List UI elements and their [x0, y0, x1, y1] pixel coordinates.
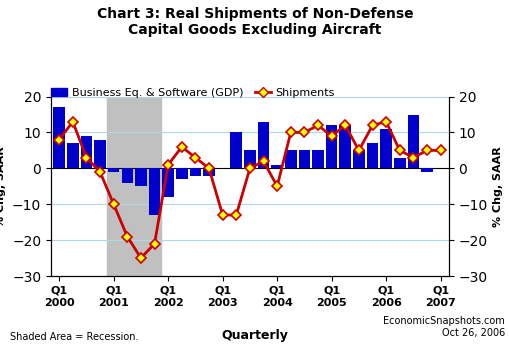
Bar: [135, 168, 147, 186]
Bar: [94, 140, 106, 168]
Bar: [189, 168, 201, 176]
Bar: [420, 168, 432, 172]
Bar: [162, 168, 174, 197]
Bar: [230, 132, 242, 168]
Bar: [380, 129, 391, 168]
Bar: [339, 125, 350, 168]
Legend: Business Eq. & Software (GDP), Shipments: Business Eq. & Software (GDP), Shipments: [46, 83, 339, 102]
Bar: [298, 150, 309, 168]
Bar: [149, 168, 160, 215]
Bar: [393, 158, 405, 168]
Bar: [271, 165, 282, 168]
Y-axis label: % Chg, SAAR: % Chg, SAAR: [0, 146, 7, 227]
Bar: [407, 115, 418, 168]
Text: Shaded Area = Recession.: Shaded Area = Recession.: [10, 332, 138, 342]
Text: Chart 3: Real Shipments of Non-Defense
Capital Goods Excluding Aircraft: Chart 3: Real Shipments of Non-Defense C…: [97, 7, 412, 37]
Bar: [325, 125, 337, 168]
Bar: [203, 168, 214, 176]
Bar: [67, 143, 78, 168]
Bar: [108, 168, 119, 172]
Bar: [121, 168, 133, 183]
Bar: [366, 143, 378, 168]
Bar: [285, 150, 296, 168]
Y-axis label: % Chg, SAAR: % Chg, SAAR: [492, 146, 502, 227]
Bar: [312, 150, 323, 168]
Bar: [257, 122, 269, 168]
Bar: [80, 136, 92, 168]
Text: Quarterly: Quarterly: [221, 328, 288, 342]
Bar: [244, 150, 255, 168]
Bar: [176, 168, 187, 179]
Bar: [352, 150, 364, 168]
Bar: [53, 107, 65, 168]
Bar: [107, 97, 161, 276]
Text: EconomicSnapshots.com
Oct 26, 2006: EconomicSnapshots.com Oct 26, 2006: [382, 316, 504, 338]
